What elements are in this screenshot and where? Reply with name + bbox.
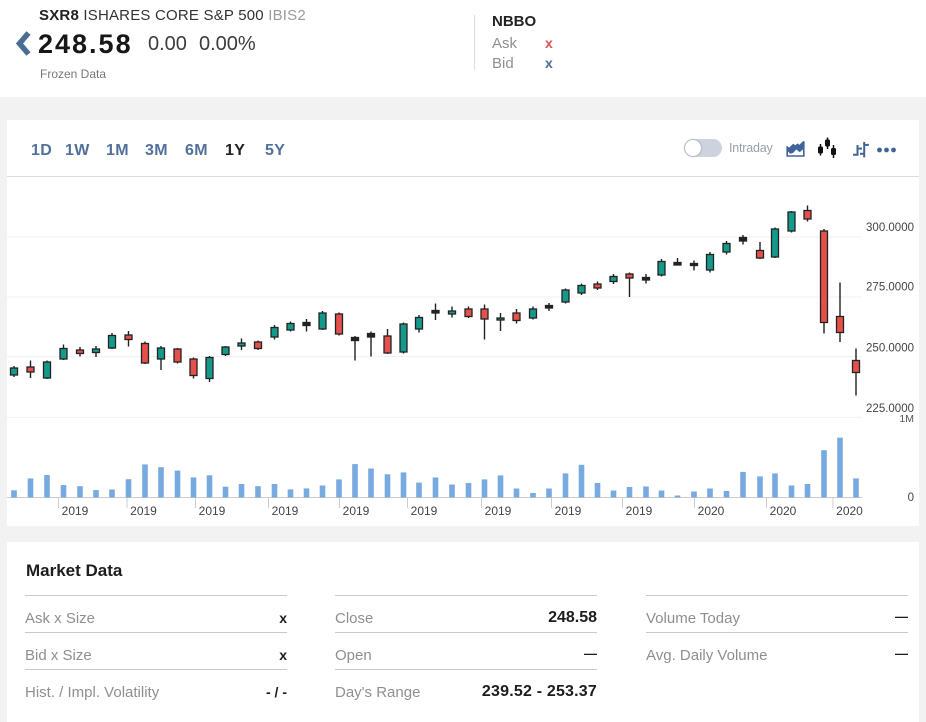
svg-text:2020: 2020 bbox=[698, 504, 725, 518]
svg-text:2019: 2019 bbox=[130, 504, 157, 518]
svg-text:1M: 1M bbox=[899, 413, 914, 425]
svg-text:2019: 2019 bbox=[411, 504, 438, 518]
svg-text:275.0000: 275.0000 bbox=[866, 282, 914, 294]
svg-text:2019: 2019 bbox=[485, 504, 512, 518]
svg-text:2019: 2019 bbox=[199, 504, 226, 518]
svg-text:2019: 2019 bbox=[626, 504, 653, 518]
svg-text:2020: 2020 bbox=[770, 504, 797, 518]
svg-text:250.0000: 250.0000 bbox=[866, 343, 914, 355]
svg-text:225.0000: 225.0000 bbox=[866, 403, 914, 415]
svg-text:2020: 2020 bbox=[836, 504, 863, 518]
svg-text:2019: 2019 bbox=[272, 504, 299, 518]
svg-text:2019: 2019 bbox=[62, 504, 89, 518]
svg-text:2019: 2019 bbox=[343, 504, 370, 518]
svg-text:2019: 2019 bbox=[555, 504, 582, 518]
svg-text:0: 0 bbox=[908, 492, 914, 504]
svg-text:300.0000: 300.0000 bbox=[866, 222, 914, 234]
